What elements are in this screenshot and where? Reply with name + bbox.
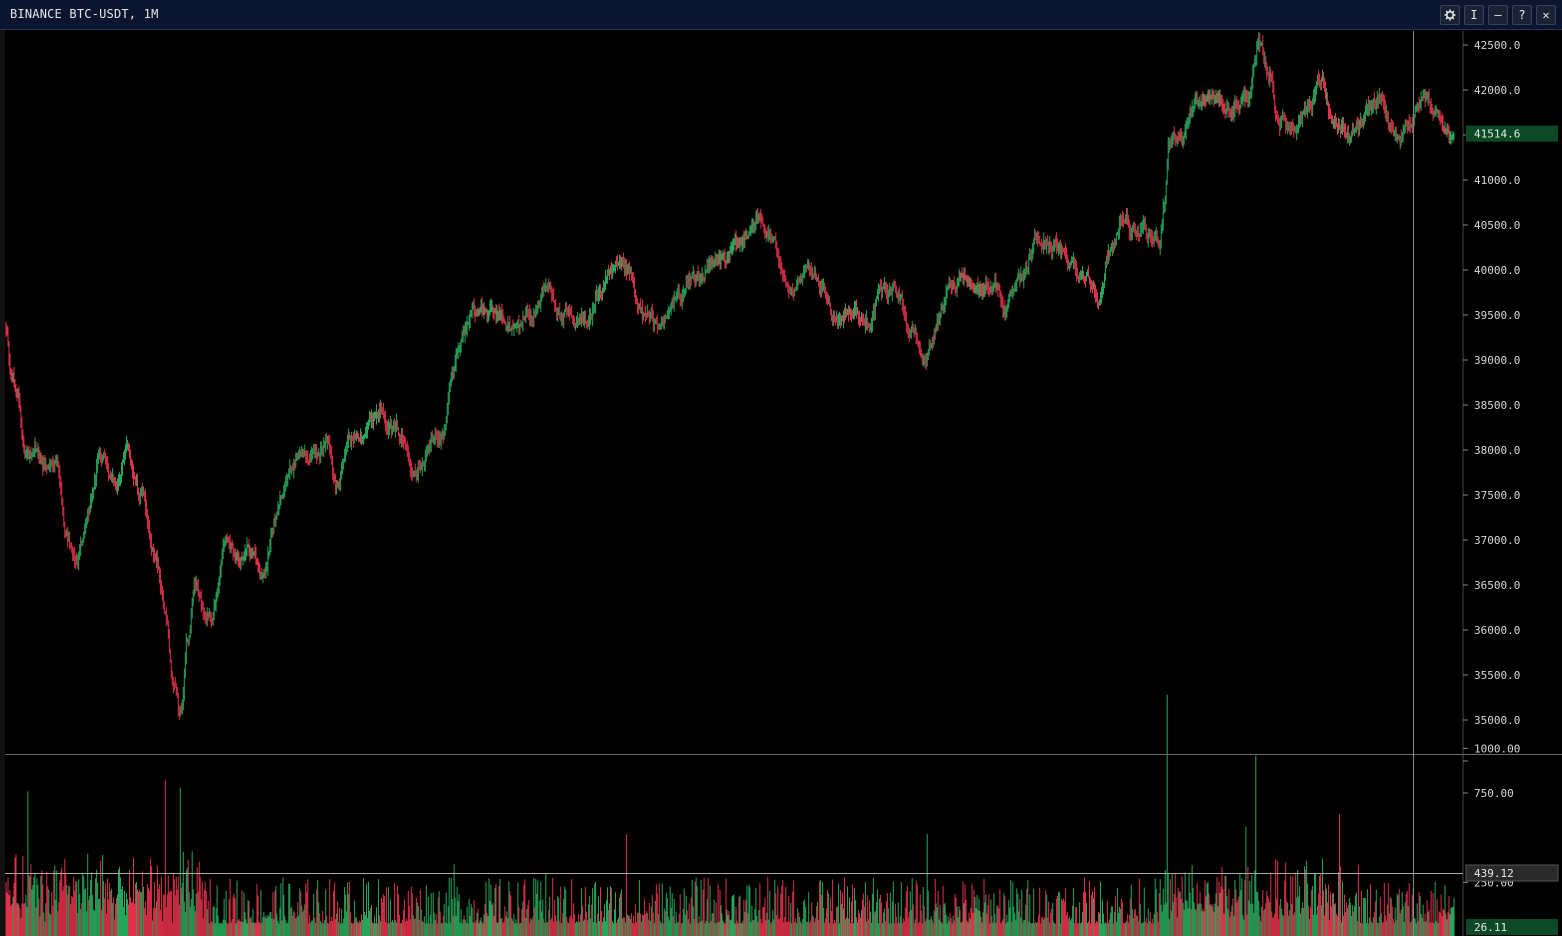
gear-icon	[1444, 9, 1456, 21]
cursor-icon: I	[1470, 8, 1478, 22]
volume-tick-label: 750.00	[1474, 787, 1514, 800]
price-volume-chart[interactable]: 35000.0 35500.0 36000.0 36500.0 37000.0 37500…	[0, 30, 1562, 936]
window-controls: I — ? ✕	[1440, 5, 1556, 25]
price-tick-label: 42000.0	[1474, 84, 1520, 97]
cursor-button[interactable]: I	[1464, 5, 1484, 25]
minimize-icon: —	[1494, 8, 1502, 22]
chart-title: BINANCE BTC-USDT, 1M	[10, 7, 159, 21]
crosshair-value-badge	[1465, 864, 1559, 882]
crosshair-value-label: 439.12	[1474, 867, 1514, 880]
price-tick-label: 39500.0	[1474, 309, 1520, 322]
last-price-badge	[1466, 125, 1558, 142]
volume-tick-label: 1000.00	[1474, 742, 1520, 755]
volume-bars	[5, 694, 1455, 936]
price-tick-label: 38000.0	[1474, 444, 1520, 457]
price-tick-label: 37500.0	[1474, 489, 1520, 502]
price-tick-label: 38500.0	[1474, 399, 1520, 412]
last-volume-badge	[1466, 919, 1558, 935]
last-volume-label: 26.11	[1474, 921, 1507, 934]
help-icon: ?	[1518, 8, 1526, 22]
left-edge	[0, 30, 5, 936]
close-icon: ✕	[1542, 8, 1550, 22]
price-tick-label: 37000.0	[1474, 534, 1520, 547]
price-tick-label: 35000.0	[1474, 714, 1520, 727]
price-tick-label: 35500.0	[1474, 669, 1520, 682]
price-tick-label: 41000.0	[1474, 174, 1520, 187]
price-tick-label: 36000.0	[1474, 624, 1520, 637]
price-tick-label: 36500.0	[1474, 579, 1520, 592]
candles	[5, 32, 1455, 721]
help-button[interactable]: ?	[1512, 5, 1532, 25]
window-title-bar: BINANCE BTC-USDT, 1M I — ? ✕	[0, 0, 1562, 30]
price-tick-label: 42500.0	[1474, 39, 1520, 52]
settings-button[interactable]	[1440, 5, 1460, 25]
close-button[interactable]: ✕	[1536, 5, 1556, 25]
price-tick-label: 40000.0	[1474, 264, 1520, 277]
price-tick-label: 39000.0	[1474, 354, 1520, 367]
price-tick-label: 40500.0	[1474, 219, 1520, 232]
minimize-button[interactable]: —	[1488, 5, 1508, 25]
last-price-label: 41514.6	[1474, 128, 1520, 141]
